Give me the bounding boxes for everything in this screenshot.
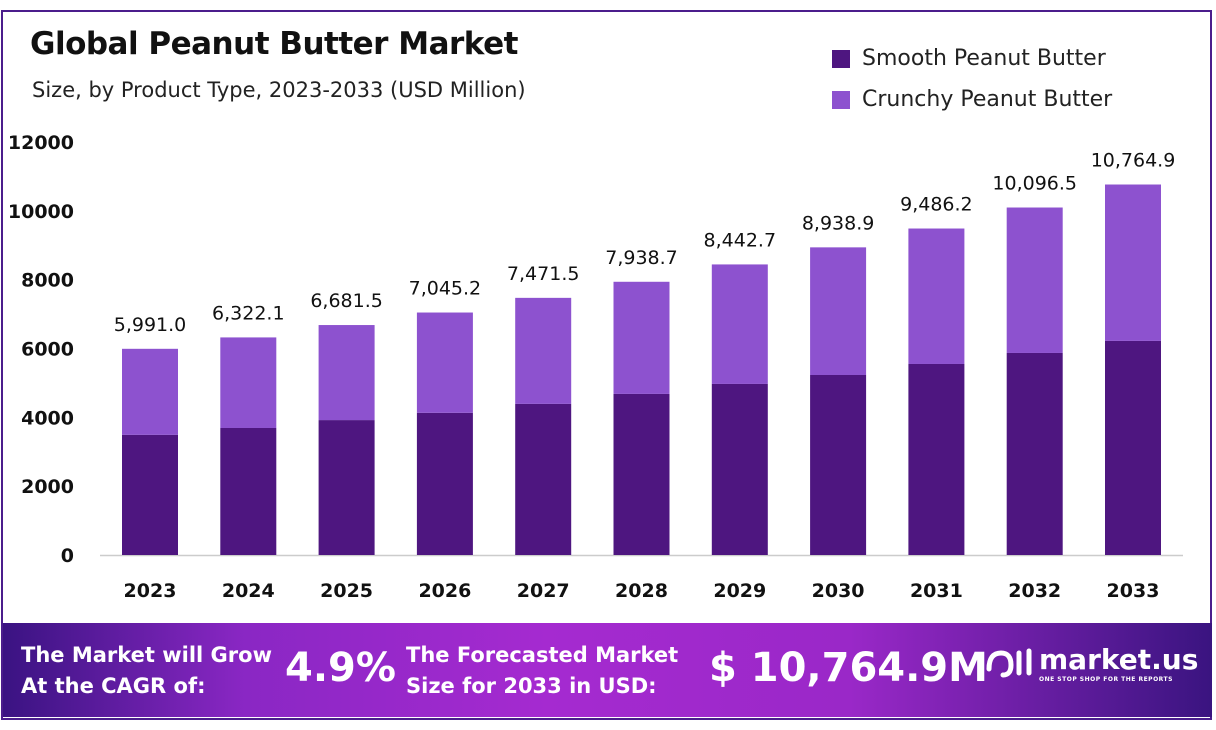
- y-tick-label: 6000: [21, 339, 74, 361]
- bar-smooth: [122, 434, 178, 555]
- x-tick-label: 2025: [320, 580, 373, 602]
- legend-swatch-crunchy: [832, 90, 850, 109]
- bar-crunchy: [613, 281, 670, 394]
- cagr-label: The Market will Grow At the CAGR of:: [21, 640, 272, 702]
- brand-name: market.us: [1039, 643, 1199, 676]
- total-label: 8,442.7: [704, 229, 777, 251]
- bar-crunchy: [1006, 207, 1063, 353]
- brand-tagline: ONE STOP SHOP FOR THE REPORTS: [1039, 676, 1173, 683]
- bar-smooth: [613, 393, 670, 555]
- total-label: 5,991.0: [114, 314, 187, 336]
- total-label: 10,096.5: [992, 173, 1077, 195]
- bar-crunchy: [515, 297, 572, 404]
- total-label: 9,486.2: [900, 194, 973, 216]
- bar-smooth: [416, 412, 473, 555]
- cagr-value: 4.9%: [285, 645, 396, 691]
- bar-crunchy: [810, 247, 867, 376]
- forecast-label-line2: Size for 2033 in USD:: [406, 674, 657, 698]
- chart-title: Global Peanut Butter Market: [30, 26, 518, 62]
- bar-smooth: [318, 420, 375, 555]
- bar-crunchy: [1105, 184, 1161, 341]
- x-tick-label: 2033: [1107, 580, 1160, 602]
- y-tick-label: 10000: [8, 201, 74, 223]
- bar-smooth: [810, 375, 867, 555]
- total-label: 7,938.7: [605, 247, 678, 269]
- legend: Smooth Peanut Butter Crunchy Peanut Butt…: [832, 38, 1112, 120]
- total-label: 6,322.1: [212, 302, 285, 324]
- cagr-label-line2: At the CAGR of:: [21, 674, 206, 698]
- y-tick-label: 8000: [21, 270, 74, 292]
- logo-icon: [986, 648, 1032, 678]
- total-label: 8,938.9: [802, 212, 875, 234]
- bar-crunchy: [220, 337, 277, 429]
- y-tick-label: 0: [61, 545, 74, 567]
- bar-crunchy: [908, 228, 965, 364]
- bar-smooth: [711, 383, 768, 555]
- legend-item-crunchy: Crunchy Peanut Butter: [832, 79, 1112, 120]
- x-tick-label: 2028: [615, 580, 668, 602]
- total-label: 10,764.9: [1091, 150, 1176, 172]
- bar-smooth: [220, 428, 277, 555]
- bar-crunchy: [122, 348, 178, 435]
- x-tick-label: 2024: [222, 580, 275, 602]
- cagr-label-line1: The Market will Grow: [21, 643, 272, 667]
- bar-crunchy: [711, 264, 768, 384]
- bar-smooth: [1006, 352, 1063, 555]
- forecast-label: The Forecasted Market Size for 2033 in U…: [406, 640, 678, 702]
- bar-smooth: [515, 403, 572, 555]
- legend-item-smooth: Smooth Peanut Butter: [832, 38, 1112, 79]
- bar-smooth: [1105, 340, 1161, 555]
- x-tick-label: 2030: [812, 580, 865, 602]
- y-tick-label: 12000: [8, 132, 74, 154]
- legend-label: Smooth Peanut Butter: [862, 46, 1106, 71]
- total-label: 6,681.5: [310, 290, 383, 312]
- legend-label: Crunchy Peanut Butter: [862, 87, 1113, 112]
- forecast-label-line1: The Forecasted Market: [406, 643, 679, 667]
- legend-swatch-smooth: [832, 49, 850, 68]
- frame-border: [1, 10, 1212, 720]
- x-tick-label: 2026: [418, 580, 471, 602]
- y-tick-label: 4000: [21, 407, 74, 429]
- brand-logo: market.us ONE STOP SHOP FOR THE REPORTS: [983, 643, 1198, 683]
- total-label: 7,471.5: [507, 263, 580, 285]
- x-tick-label: 2027: [517, 580, 570, 602]
- bar-crunchy: [416, 312, 473, 413]
- total-label: 7,045.2: [409, 278, 482, 300]
- footer-banner: The Market will Grow At the CAGR of: 4.9…: [3, 623, 1212, 717]
- y-tick-label: 2000: [21, 476, 74, 498]
- x-tick-label: 2031: [910, 580, 963, 602]
- x-tick-label: 2029: [713, 580, 766, 602]
- x-tick-label: 2023: [124, 580, 177, 602]
- chart-subtitle: Size, by Product Type, 2023-2033 (USD Mi…: [32, 78, 526, 102]
- x-tick-label: 2032: [1008, 580, 1061, 602]
- forecast-value: $ 10,764.9M: [709, 645, 988, 691]
- bar-crunchy: [318, 325, 375, 421]
- plot-area: 0 2000 4000 6000 8000 10000 12000 5,991.0 2023 6,…: [8, 132, 1183, 602]
- bar-smooth: [908, 363, 965, 555]
